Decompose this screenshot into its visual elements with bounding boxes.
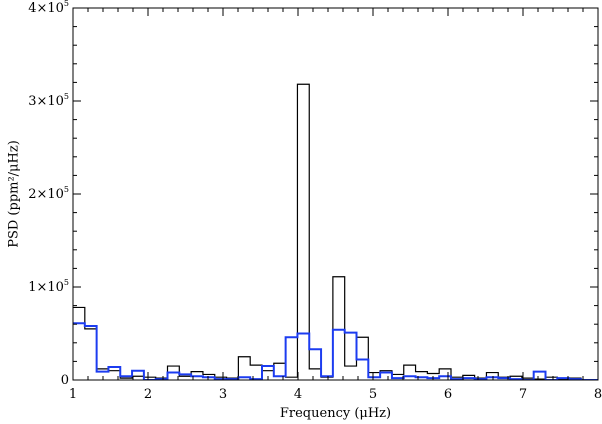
series-layer (73, 83, 598, 380)
x-tick-label: 6 (444, 387, 452, 402)
plot-frame (72, 7, 599, 381)
y-axis-title: PSD (ppm²/μHz) (7, 140, 22, 248)
y-tick-label: 2×105 (28, 185, 69, 202)
y-tick-label: 1×105 (28, 278, 69, 295)
series-line-0 (73, 83, 598, 380)
y-tick-label: 0 (61, 373, 69, 388)
x-tick-label: 2 (144, 387, 152, 402)
y-tick-label: 3×105 (28, 92, 69, 109)
labels-layer: 1 2 3 4 5 6 7 8 0 1×105 2×105 3×105 4×105 (28, 0, 602, 402)
x-tick-label: 1 (69, 387, 77, 402)
x-tick-label: 7 (519, 387, 527, 402)
ticks-layer (72, 7, 599, 381)
y-tick-label: 4×105 (28, 0, 69, 16)
x-axis-title: Frequency (μHz) (280, 406, 391, 421)
x-tick-label: 5 (369, 387, 377, 402)
x-tick-label: 8 (594, 387, 602, 402)
x-tick-label: 3 (219, 387, 227, 402)
x-tick-label: 4 (294, 387, 302, 402)
series-line-1 (73, 322, 598, 380)
